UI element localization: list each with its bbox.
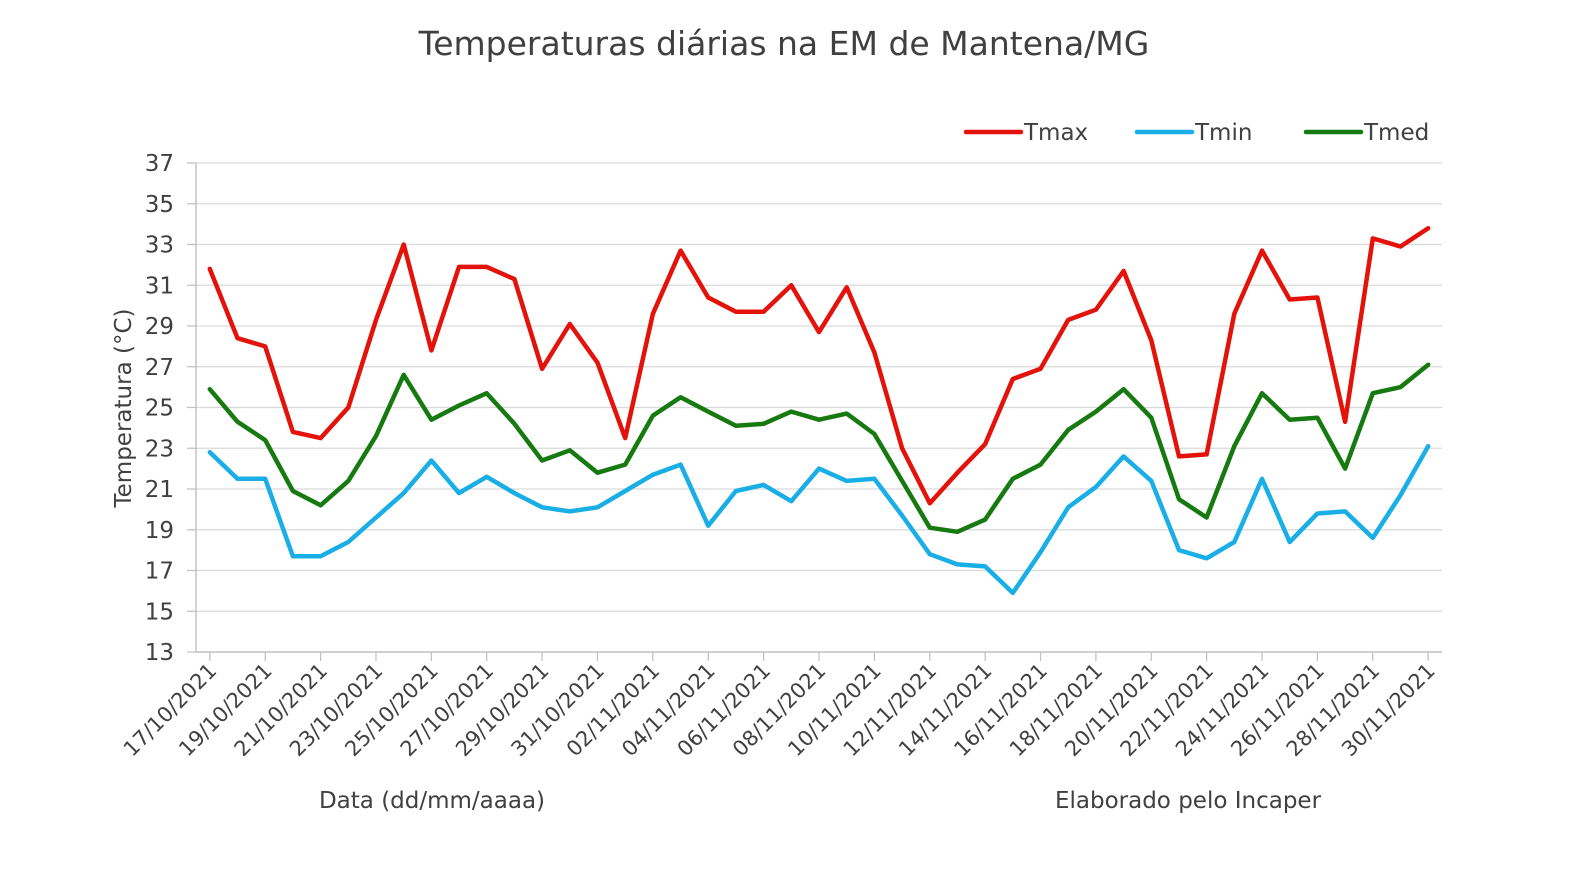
- legend-label-tmax: Tmax: [1023, 120, 1088, 146]
- series-line-tmed: [207, 362, 1431, 535]
- legend-label-tmed: Tmed: [1363, 120, 1429, 146]
- y-tick-label: 37: [145, 151, 174, 177]
- y-tick-label: 17: [145, 559, 174, 585]
- y-tick-label: 21: [145, 477, 174, 503]
- series-lines: [207, 225, 1431, 596]
- y-tick-label: 25: [145, 396, 174, 422]
- series-line-tmin: [207, 443, 1431, 596]
- gridlines: [187, 162, 1442, 653]
- y-axis-label: Temperatura (°C): [111, 309, 137, 509]
- x-tick-labels: 17/10/202119/10/202121/10/202123/10/2021…: [119, 652, 1440, 761]
- y-tick-label: 27: [145, 355, 174, 381]
- chart-title: Temperaturas diárias na EM de Mantena/MG: [418, 24, 1150, 63]
- legend: Tmax Tmin Tmed: [963, 120, 1429, 146]
- source-note: Elaborado pelo Incaper: [1055, 788, 1322, 814]
- y-tick-label: 15: [145, 599, 174, 625]
- y-tick-label: 19: [145, 518, 174, 544]
- x-axis-label: Data (dd/mm/aaaa): [319, 788, 545, 814]
- y-tick-label: 31: [145, 273, 174, 299]
- y-tick-label: 35: [145, 192, 174, 218]
- series-line-tmax: [207, 225, 1431, 506]
- y-tick-label: 29: [145, 314, 174, 340]
- y-tick-label: 33: [145, 233, 174, 259]
- legend-label-tmin: Tmin: [1194, 120, 1252, 146]
- y-tick-labels: 13 15 17 19 21 23 25 27 29 31 33 35 37: [145, 151, 174, 666]
- y-tick-label: 13: [145, 640, 174, 666]
- y-tick-label: 23: [145, 436, 174, 462]
